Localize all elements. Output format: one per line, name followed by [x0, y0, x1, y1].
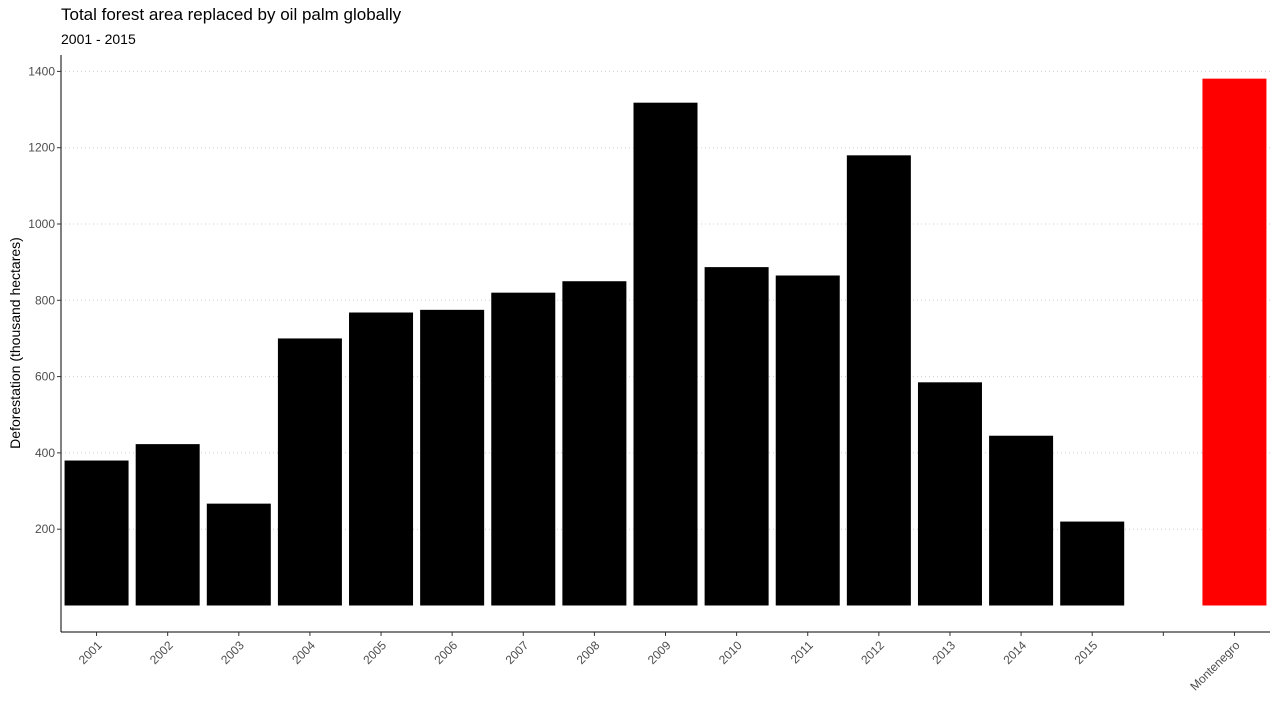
y-tick-label: 1000: [28, 217, 55, 231]
bar-2003: [206, 503, 271, 606]
chart-subtitle: 2001 - 2015: [61, 31, 136, 47]
x-tick-label: 2008: [574, 638, 603, 667]
x-tick-label: 2013: [929, 638, 958, 667]
bar-2009: [633, 102, 698, 606]
x-tick-label: 2009: [645, 638, 674, 667]
x-tick-label: 2010: [716, 638, 745, 667]
y-tick-label: 200: [35, 522, 55, 536]
bar-montenegro: [1202, 78, 1267, 606]
bar-2015: [1060, 521, 1125, 606]
bar-2002: [135, 444, 200, 606]
bar-2010: [704, 267, 769, 606]
bar-2001: [64, 460, 129, 606]
bar-2008: [562, 281, 627, 606]
x-ticks: 2001 2002 2003 2004 2005 2006 2007 2008 2009 2010…: [76, 632, 1243, 693]
y-tick-label: 600: [35, 370, 55, 384]
x-tick-label: 2015: [1072, 638, 1101, 667]
bar-2006: [420, 309, 485, 606]
bar-2005: [349, 312, 414, 606]
y-tick-label: 1400: [28, 64, 55, 78]
x-tick-label: Montenegro: [1187, 638, 1242, 693]
bar-2004: [277, 338, 342, 606]
y-axis-title: Deforestation (thousand hectares): [7, 237, 23, 449]
bars: [64, 78, 1267, 606]
x-tick-label: 2003: [218, 638, 247, 667]
bar-2013: [917, 382, 982, 606]
x-tick-label: 2004: [289, 638, 318, 667]
y-tick-label: 400: [35, 446, 55, 460]
x-tick-label: 2012: [858, 638, 887, 667]
x-tick-label: 2014: [1000, 638, 1029, 667]
chart-title: Total forest area replaced by oil palm g…: [61, 5, 402, 24]
x-tick-label: 2006: [431, 638, 460, 667]
bar-2014: [989, 435, 1054, 606]
x-tick-label: 2011: [788, 638, 816, 666]
x-tick-label: 2007: [503, 638, 532, 667]
y-tick-label: 1200: [28, 141, 55, 155]
y-tick-label: 800: [35, 293, 55, 307]
x-tick-label: 2005: [360, 638, 389, 667]
bar-2007: [491, 292, 556, 606]
bar-2012: [846, 155, 911, 606]
x-tick-label: 2002: [147, 638, 176, 667]
y-ticks: 200 400 600 800 1000 1200 1400: [28, 64, 61, 536]
bar-2011: [775, 275, 840, 606]
x-tick-label: 2001: [76, 638, 105, 667]
